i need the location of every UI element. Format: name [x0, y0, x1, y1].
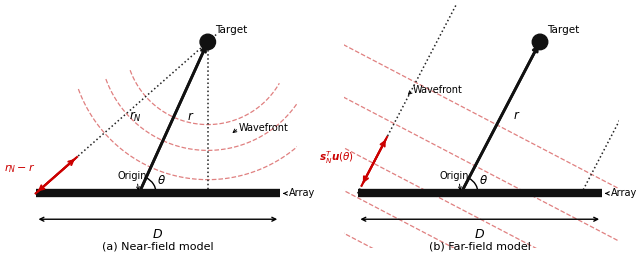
Text: $D$: $D$ [474, 228, 485, 241]
Text: $r$: $r$ [187, 111, 195, 124]
Text: $D$: $D$ [152, 228, 163, 241]
Circle shape [200, 34, 216, 50]
Text: $\boldsymbol{s}_N^T\boldsymbol{u}(\theta)$: $\boldsymbol{s}_N^T\boldsymbol{u}(\theta… [319, 150, 354, 166]
Circle shape [532, 34, 548, 50]
Text: Target: Target [547, 25, 579, 35]
Text: Origin: Origin [117, 171, 147, 181]
Text: Wavefront: Wavefront [239, 123, 289, 133]
Text: $\theta$: $\theta$ [157, 173, 166, 187]
Text: Origin: Origin [439, 171, 468, 181]
Text: $\theta$: $\theta$ [479, 173, 488, 187]
Text: (b) Far-field model: (b) Far-field model [429, 242, 531, 252]
Text: Array: Array [611, 188, 637, 198]
Text: Array: Array [289, 188, 315, 198]
Text: Wavefront: Wavefront [413, 85, 463, 95]
Text: $r$: $r$ [513, 109, 520, 122]
Text: Target: Target [214, 25, 247, 35]
Text: $r_N$: $r_N$ [129, 110, 142, 124]
Text: (a) Near-field model: (a) Near-field model [102, 242, 214, 252]
Text: $r_N-r$: $r_N-r$ [4, 162, 36, 175]
